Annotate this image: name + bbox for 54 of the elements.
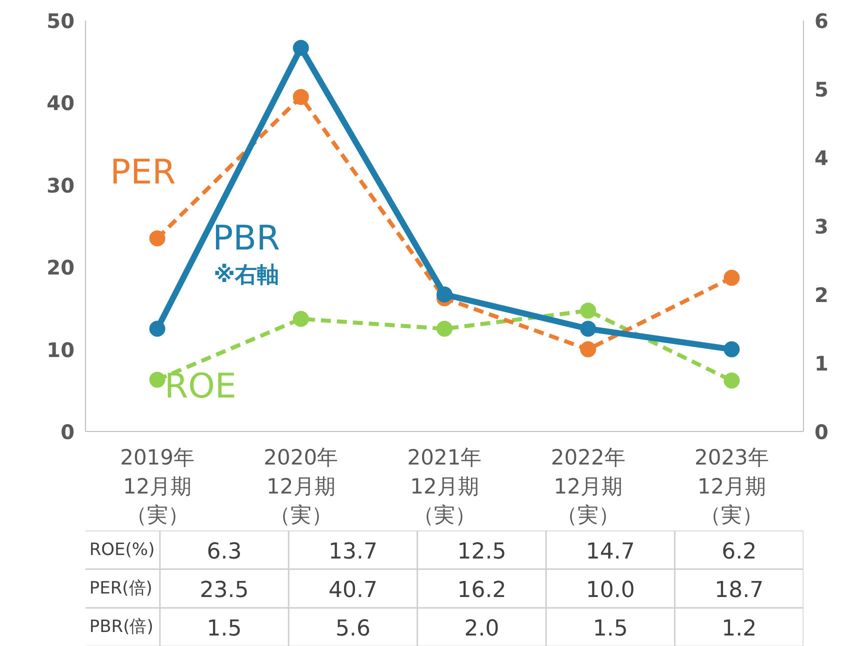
data-label: 23.5 xyxy=(200,578,249,603)
x-tick-label: 2020年12月期（実） xyxy=(264,446,338,528)
y-tick-label: 20 xyxy=(46,256,75,280)
point xyxy=(436,320,452,337)
y-tick-label: 30 xyxy=(46,173,75,198)
point xyxy=(292,40,309,56)
y2-tick-label: 3 xyxy=(814,214,828,238)
data-label: 40.7 xyxy=(328,578,378,603)
data-label: 2.0 xyxy=(464,616,500,642)
series-label: ROE xyxy=(164,366,236,406)
x-tick-label: 2019年12月期（実） xyxy=(120,446,195,528)
point xyxy=(292,88,309,105)
x-tick-label: 2021年12月期（実） xyxy=(407,446,482,528)
point xyxy=(724,270,740,286)
point xyxy=(724,341,740,358)
data-label: 18.7 xyxy=(714,578,764,603)
y2-tick-label: 1 xyxy=(814,352,828,376)
series-label: PBR xyxy=(212,218,280,258)
point xyxy=(724,372,740,389)
x-tick-label: 2022年12月期（実） xyxy=(550,446,626,528)
y2-tick-label: 2 xyxy=(814,283,828,307)
point xyxy=(292,310,309,327)
data-label: 1.2 xyxy=(722,616,757,642)
text: ROE(%) xyxy=(89,540,155,560)
y-tick-label: 50 xyxy=(46,9,75,33)
y2-tick-label: 4 xyxy=(814,146,828,170)
data-label: 14.7 xyxy=(586,539,635,564)
data-label: 12.5 xyxy=(457,539,506,564)
y-tick-label: 10 xyxy=(46,338,75,362)
data-label: 1.5 xyxy=(592,616,628,642)
data-label: 6.2 xyxy=(722,539,757,564)
point xyxy=(149,320,166,337)
data-label: 1.5 xyxy=(206,616,242,642)
point xyxy=(580,341,596,358)
point xyxy=(580,320,596,337)
text: PBR(倍) xyxy=(89,617,154,638)
data-label: 13.7 xyxy=(328,539,378,564)
y-tick-label: 0 xyxy=(60,420,75,444)
x-tick-label: 2023年12月期（実） xyxy=(694,446,769,528)
data-label: 6.3 xyxy=(206,539,242,564)
data-label: 16.2 xyxy=(457,578,506,603)
annotation: ※右軸 xyxy=(214,262,280,288)
data-label: 5.6 xyxy=(335,616,370,642)
point xyxy=(149,372,166,388)
y2-tick-label: 5 xyxy=(814,78,828,102)
y-tick-label: 40 xyxy=(46,91,75,116)
y2-tick-label: 6 xyxy=(814,9,828,33)
text: PER(倍) xyxy=(89,578,152,598)
series-label: PER xyxy=(110,152,176,193)
point xyxy=(580,302,596,319)
point xyxy=(436,286,452,302)
point xyxy=(149,230,166,246)
data-label: 10.0 xyxy=(586,578,635,603)
y2-tick-label: 0 xyxy=(814,420,828,444)
